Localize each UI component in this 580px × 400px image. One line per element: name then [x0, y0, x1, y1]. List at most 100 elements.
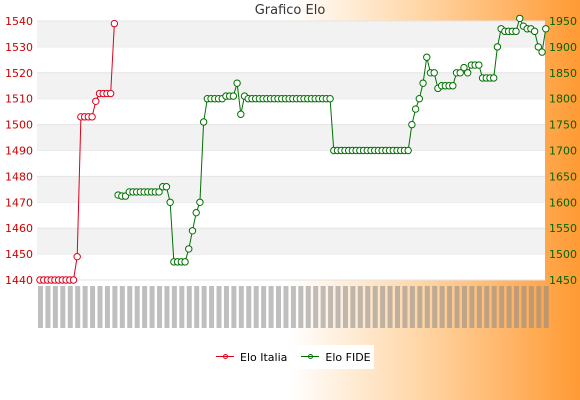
x-tick-label — [186, 286, 192, 328]
x-tick-label — [223, 286, 229, 328]
data-point-elo-fide — [516, 14, 524, 23]
chart-legend: Elo Italia Elo FIDE — [210, 345, 374, 369]
x-tick-label — [543, 286, 549, 328]
x-tick-label — [402, 286, 408, 328]
x-tick-label — [201, 286, 207, 328]
y-left-tick-label: 1480 — [5, 170, 33, 183]
y-left-tick-label: 1490 — [5, 145, 33, 158]
data-point-elo-fide — [512, 27, 520, 36]
y-left-tick-label: 1530 — [5, 41, 33, 54]
x-tick-label — [209, 286, 215, 328]
x-tick-label — [350, 286, 356, 328]
grid-band — [37, 124, 545, 151]
y-right-tick-label: 1700 — [549, 145, 577, 158]
legend-label-elo-fide: Elo FIDE — [325, 350, 371, 364]
grid-band — [37, 176, 545, 203]
x-tick-label — [238, 286, 244, 328]
y-right-tick-label: 1450 — [549, 274, 577, 287]
data-point-elo-fide — [490, 74, 498, 82]
x-tick-label — [320, 286, 326, 328]
data-point-elo-fide — [237, 110, 245, 118]
x-tick-label — [528, 286, 534, 328]
x-tick-label — [536, 286, 542, 328]
data-point-elo-fide — [460, 63, 468, 72]
x-tick-label — [342, 286, 348, 328]
x-tick-label — [387, 286, 393, 328]
x-tick-label — [149, 286, 155, 328]
y-left-tick-label: 1460 — [5, 222, 33, 235]
x-tick-label — [521, 286, 527, 328]
y-left-tick-label: 1440 — [5, 274, 33, 287]
x-tick-label — [417, 286, 423, 328]
data-point-elo-fide — [155, 188, 163, 196]
x-tick-label — [52, 286, 58, 328]
x-tick-label — [328, 286, 334, 328]
x-tick-label — [246, 286, 252, 328]
legend-swatch-elo-italia — [216, 353, 234, 361]
x-tick-label — [104, 286, 110, 328]
x-tick-label — [253, 286, 259, 328]
data-point-elo-fide — [423, 53, 431, 61]
y-right-tick-label: 1950 — [549, 15, 577, 28]
grid-band — [37, 21, 545, 47]
x-tick-label — [506, 286, 512, 328]
legend-swatch-elo-fide — [301, 353, 320, 361]
data-point-elo-fide — [449, 82, 457, 90]
x-tick-label — [216, 286, 222, 328]
y-right-tick-label: 1550 — [549, 222, 577, 235]
x-tick-label — [409, 286, 415, 328]
data-point-elo-fide — [162, 183, 171, 191]
x-tick-label — [395, 286, 401, 328]
y-left-tick-label: 1510 — [5, 93, 33, 106]
legend-item-elo-italia: Elo Italia — [216, 351, 287, 364]
x-tick-label — [380, 286, 386, 328]
data-point-elo-fide — [185, 245, 193, 253]
x-tick-label — [499, 286, 505, 328]
x-tick-label — [157, 286, 163, 328]
data-point-elo-fide — [530, 27, 539, 36]
data-point-elo-italia — [92, 97, 100, 105]
y-right-tick-label: 1850 — [549, 67, 577, 80]
x-tick-label — [290, 286, 296, 328]
data-point-elo-fide — [456, 69, 464, 77]
data-point-elo-fide — [404, 146, 412, 155]
x-tick-label — [127, 286, 133, 328]
x-tick-label — [484, 286, 490, 328]
x-tick-label — [75, 286, 81, 328]
data-point-elo-italia — [106, 89, 115, 98]
x-tick-label — [461, 286, 467, 328]
data-point-elo-fide — [196, 198, 204, 207]
x-tick-label — [491, 286, 497, 328]
x-tick-label — [365, 286, 371, 328]
data-point-elo-fide — [419, 79, 427, 87]
data-point-elo-fide — [430, 69, 438, 77]
x-tick-label — [432, 286, 438, 328]
x-tick-label — [276, 286, 282, 328]
x-tick-label — [119, 286, 125, 328]
y-right-tick-label: 1900 — [549, 41, 577, 54]
x-tick-label — [194, 286, 200, 328]
data-point-elo-fide — [534, 43, 543, 51]
data-point-elo-fide — [415, 95, 424, 103]
grid-band — [37, 72, 545, 99]
x-tick-label — [335, 286, 341, 328]
x-tick-label — [261, 286, 267, 328]
data-point-elo-fide — [475, 61, 483, 69]
data-point-elo-fide — [542, 25, 550, 33]
y-left-tick-label: 1520 — [5, 67, 33, 80]
y-right-tick-label: 1600 — [549, 196, 577, 209]
x-tick-label — [60, 286, 66, 328]
x-tick-label — [82, 286, 88, 328]
x-tick-label — [454, 286, 460, 328]
legend-label-elo-italia: Elo Italia — [240, 350, 288, 364]
data-point-elo-fide — [538, 48, 546, 56]
chart-title: Grafico Elo — [254, 3, 326, 18]
data-point-elo-fide — [199, 118, 208, 126]
x-tick-label — [112, 286, 118, 328]
y-right-tick-label: 1650 — [549, 170, 577, 183]
x-tick-label — [97, 286, 103, 328]
data-point-elo-italia — [110, 19, 119, 28]
data-point-elo-fide — [166, 198, 174, 207]
y-left-tick-label: 1470 — [5, 196, 33, 209]
